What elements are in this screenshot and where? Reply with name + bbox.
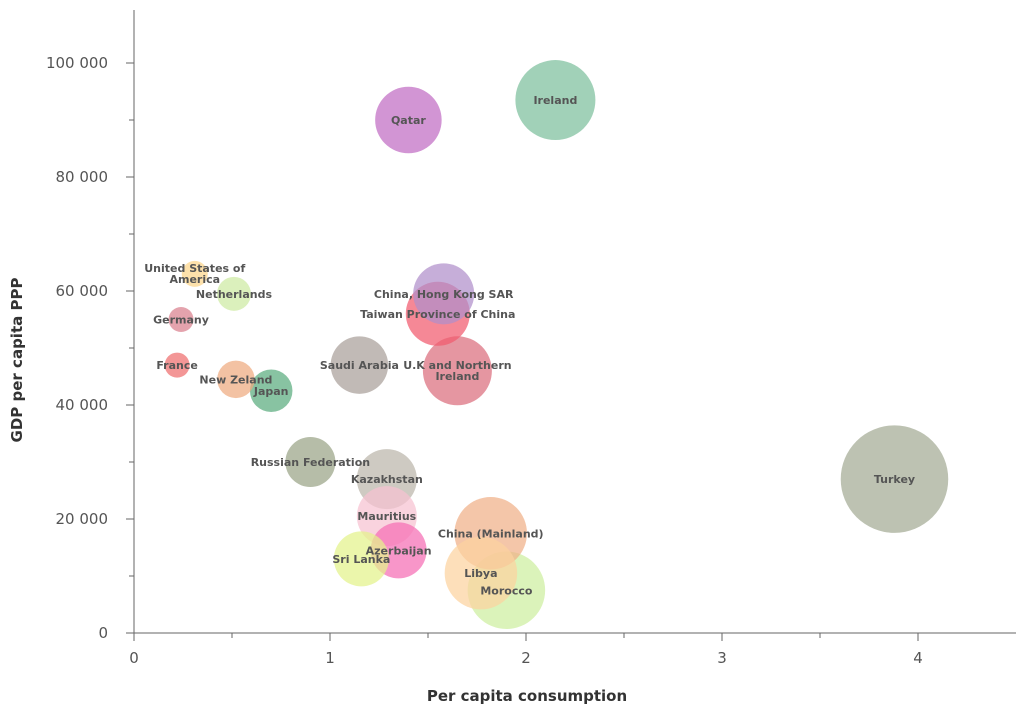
- bubble-china-hong-kong-sar[interactable]: [413, 263, 475, 325]
- bubble-label-kazakhstan: Kazakhstan: [351, 473, 423, 486]
- x-tick-label: 3: [717, 649, 727, 667]
- bubble-label-morocco: Morocco: [480, 584, 533, 597]
- y-tick-label: 0: [98, 624, 108, 642]
- y-axis-title: GDP per capita PPP: [8, 278, 26, 443]
- bubble-label-sri-lanka: Sri Lanka: [332, 553, 390, 566]
- x-axis-ticks: 0 1 2 3 4: [129, 633, 923, 667]
- bubble-label-france: France: [156, 359, 197, 372]
- bubble-label-ireland: Ireland: [533, 94, 577, 107]
- bubble-label-saudi-arabia: Saudi Arabia: [320, 359, 399, 372]
- bubble-qatar[interactable]: [375, 86, 442, 154]
- bubble-label-netherlands: Netherlands: [196, 288, 273, 301]
- bubble-united-states-of-america[interactable]: [181, 260, 208, 287]
- bubble-netherlands[interactable]: [216, 276, 251, 311]
- x-tick-label: 4: [913, 649, 923, 667]
- bubble-label-japan: Japan: [253, 385, 289, 398]
- bubble-label-new-zeland: New Zeland: [199, 373, 272, 386]
- bubble-label-china-hong-kong-sar: China, Hong Kong SAR: [374, 288, 514, 301]
- bubble-label-azerbaijan: Azerbaijan: [366, 544, 432, 557]
- bubble-label-layer: Ireland Qatar United States of America Nethe…: [144, 94, 915, 597]
- bubble-label-united-states-of-america: United States of America: [144, 262, 245, 286]
- bubble-libya[interactable]: [444, 536, 518, 610]
- y-tick-label: 60 000: [56, 282, 109, 300]
- bubble-russian-federation[interactable]: [285, 437, 336, 487]
- y-tick-label: 80 000: [56, 168, 109, 186]
- bubble-u-k-and-northern-ireland[interactable]: [422, 336, 492, 406]
- bubble-label-russian-federation: Russian Federation: [251, 456, 370, 469]
- bubble-layer: [164, 60, 949, 629]
- x-tick-label: 2: [521, 649, 531, 667]
- bubble-saudi-arabia[interactable]: [330, 336, 389, 394]
- bubble-sri-lanka[interactable]: [333, 531, 389, 587]
- y-tick-label: 100 000: [46, 54, 108, 72]
- bubble-germany[interactable]: [168, 307, 194, 332]
- bubble-label-taiwan-province-of-china: Taiwan Province of China: [360, 308, 515, 321]
- bubble-label-libya: Libya: [464, 567, 497, 580]
- y-tick-label: 40 000: [56, 396, 109, 414]
- x-tick-label: 1: [325, 649, 335, 667]
- bubble-label-germany: Germany: [153, 314, 209, 327]
- bubble-label-u-k-and-northern-ireland: U.K and Northern Ireland: [403, 359, 511, 383]
- bubble-ireland[interactable]: [515, 60, 596, 141]
- bubble-japan[interactable]: [249, 369, 293, 413]
- y-axis-ticks: 0 20 000 40 000 60 000 80 000 100 000: [46, 54, 134, 642]
- bubble-turkey[interactable]: [840, 425, 949, 533]
- bubble-label-qatar: Qatar: [391, 114, 426, 127]
- x-axis-title: Per capita consumption: [427, 687, 627, 705]
- bubble-label-mauritius: Mauritius: [357, 510, 416, 523]
- bubble-label-china-mainland: China (Mainland): [438, 527, 544, 540]
- bubble-label-turkey: Turkey: [874, 473, 915, 486]
- y-tick-label: 20 000: [56, 510, 109, 528]
- bubble-france[interactable]: [164, 352, 190, 378]
- bubble-new-zeland[interactable]: [217, 360, 255, 399]
- x-tick-label: 0: [129, 649, 139, 667]
